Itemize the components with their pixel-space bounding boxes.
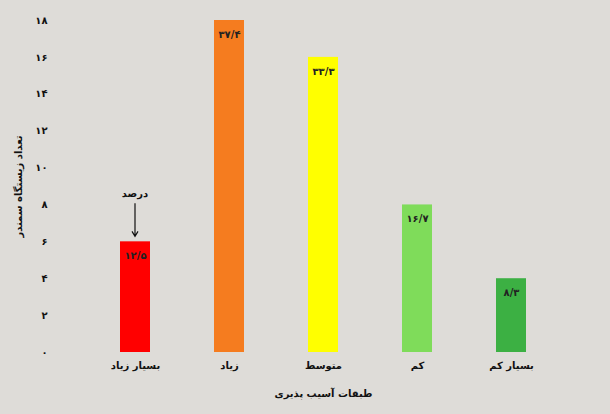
svg-text:۳۷/۴: ۳۷/۴ [219,29,241,40]
svg-text:طبقات آسیب پذیری: طبقات آسیب پذیری [274,387,372,400]
svg-text:۴: ۴ [41,273,47,284]
svg-text:بسیار کم: بسیار کم [489,360,534,372]
svg-text:۱۴: ۱۴ [35,88,47,99]
svg-text:زیاد: زیاد [220,360,239,372]
svg-text:۰: ۰ [41,347,47,358]
svg-text:۸: ۸ [41,199,47,210]
svg-text:درصد: درصد [122,188,148,200]
svg-text:۲: ۲ [41,310,47,321]
svg-text:۳۳/۳: ۳۳/۳ [313,66,335,77]
svg-text:بسیار زیاد: بسیار زیاد [111,360,160,372]
svg-text:۱۸: ۱۸ [35,15,47,26]
svg-text:۱۲: ۱۲ [35,125,47,136]
svg-text:متوسط: متوسط [305,360,342,372]
svg-text:تعداد زیستگاه سمندر: تعداد زیستگاه سمندر [12,135,25,238]
svg-text:۸/۳: ۸/۳ [504,287,520,298]
svg-text:۱۰: ۱۰ [35,162,47,173]
svg-text:۱۲/۵: ۱۲/۵ [125,250,147,261]
svg-text:۶: ۶ [41,236,47,247]
svg-text:۱۶/۷: ۱۶/۷ [407,213,429,224]
svg-text:کم: کم [411,360,425,371]
svg-text:۱۶: ۱۶ [35,52,47,63]
